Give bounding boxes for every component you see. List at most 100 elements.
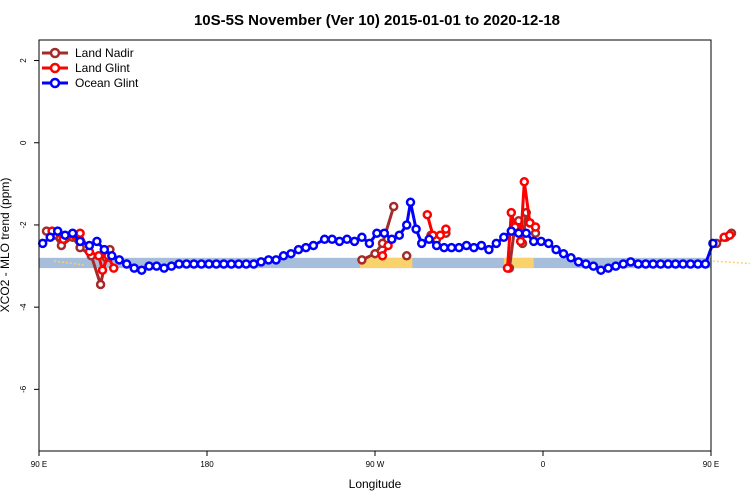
land-region [503,257,534,269]
y-axis-label: XCO2 - MLO trend (ppm) [0,178,12,313]
x-tick-label: 90 E [31,460,47,469]
series-layer [37,177,737,290]
data-point [439,242,449,253]
data-point [327,234,337,245]
data-point [515,236,526,247]
data-point [121,259,132,269]
data-point [454,242,464,253]
data-point [293,244,304,255]
axes: 90 E 180 90 W 0 90 E 2 0 -2 -4 -6 [19,39,719,469]
data-point [663,259,673,269]
data-point [394,230,405,240]
data-point [401,251,412,261]
data-point [372,228,382,238]
data-point [405,197,416,208]
data-point [181,259,192,269]
data-point [241,259,251,269]
data-point [536,236,546,247]
data-point [424,234,434,245]
data-point [75,236,85,247]
data-point [543,238,554,249]
y-tick-label: -6 [19,385,28,393]
y-tick-label: -2 [19,221,28,229]
data-point [248,259,259,269]
data-point [700,259,711,269]
data-point [491,238,502,249]
data-point [678,259,688,269]
data-point [530,222,541,232]
data-point [693,259,703,269]
x-axis-label: Longitude [349,477,402,491]
y-tick-label: 0 [19,140,28,145]
x-tick-label: 90 W [366,460,385,469]
data-point [596,265,606,275]
data-point [379,228,390,238]
data-point [319,234,330,245]
chart-title: 10S-5S November (Ver 10) 2015-01-01 to 2… [194,12,560,29]
data-point [411,224,421,234]
data-point [588,261,599,271]
data-point [611,261,621,271]
land-region [360,257,413,269]
data-point [519,177,530,187]
data-point [151,261,162,271]
data-point [422,209,433,220]
data-point [685,259,696,269]
data-point [502,263,513,273]
data-point [45,232,55,243]
data-point [551,244,561,255]
island-marks [53,260,86,266]
data-point [75,228,85,238]
data-point [499,232,509,243]
data-point [334,236,345,247]
data-point [461,240,472,251]
data-point [431,240,442,251]
data-point [136,265,147,275]
data-point [271,255,281,265]
data-point [446,242,457,253]
data-point [129,263,139,273]
data-point [357,255,367,265]
data-point [211,259,222,269]
data-point [37,238,48,249]
data-point [566,253,576,263]
data-point [370,248,380,259]
legend-label: Land Glint [75,61,130,75]
data-point [640,259,651,269]
data-point [441,224,451,234]
data-point [558,248,569,259]
legend-marker [49,77,61,89]
data-point [144,261,154,271]
data-point [308,240,319,251]
legend-entry: Land Nadir [42,46,134,60]
data-point [708,238,718,249]
data-point [724,230,735,240]
data-point [263,255,274,265]
y-tick-label: 2 [19,58,28,63]
data-point [401,220,412,230]
x-tick-label: 90 E [703,460,719,469]
data-point [469,242,479,253]
data-point [633,259,643,269]
x-tick-label: 0 [541,460,546,469]
data-point [625,257,636,267]
series-land-glint [47,177,735,275]
legend-label: Land Nadir [75,46,134,60]
data-point [377,251,388,261]
data-point [513,228,524,238]
data-point [95,279,106,290]
data-point [219,259,229,269]
data-point [357,232,367,243]
data-point [204,259,214,269]
island-marks [712,260,750,265]
data-point [159,263,169,273]
data-point [484,244,494,255]
data-point [506,207,517,218]
data-point [435,230,446,240]
data-point [60,230,70,240]
data-point [233,259,244,269]
data-point [528,236,539,247]
data-point [196,259,207,269]
data-point [387,234,397,245]
data-point [521,228,531,238]
